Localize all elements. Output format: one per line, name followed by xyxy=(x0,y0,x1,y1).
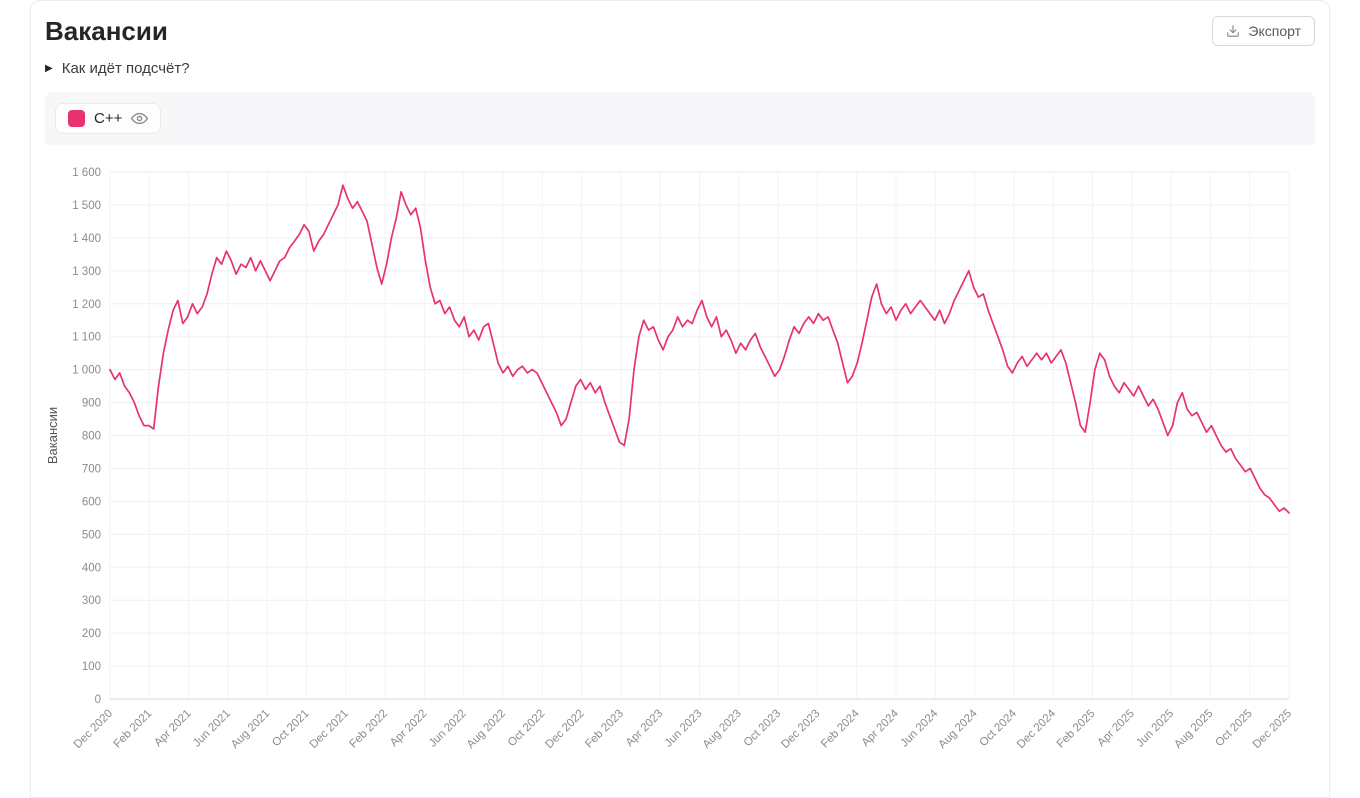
svg-text:Apr 2021: Apr 2021 xyxy=(152,708,193,749)
svg-text:Feb 2022: Feb 2022 xyxy=(347,708,390,751)
svg-text:Oct 2024: Oct 2024 xyxy=(978,707,1020,749)
svg-text:Jun 2023: Jun 2023 xyxy=(663,708,705,750)
svg-text:Aug 2022: Aug 2022 xyxy=(465,708,508,751)
svg-text:Jun 2021: Jun 2021 xyxy=(191,708,233,750)
svg-text:Feb 2025: Feb 2025 xyxy=(1055,708,1098,751)
svg-text:Jun 2022: Jun 2022 xyxy=(427,708,469,750)
svg-text:400: 400 xyxy=(82,562,101,574)
svg-text:Aug 2024: Aug 2024 xyxy=(936,707,980,751)
svg-text:300: 300 xyxy=(82,595,101,607)
page-title: Вакансии xyxy=(45,16,168,46)
export-button-label: Экспорт xyxy=(1248,23,1301,39)
how-counted-details: ▶ Как идёт подсчёт? xyxy=(45,60,1315,77)
svg-text:0: 0 xyxy=(95,694,101,706)
vacancies-page-card: Вакансии Экспорт ▶ Как идёт подсчёт? C++ xyxy=(30,0,1330,798)
svg-text:Feb 2021: Feb 2021 xyxy=(112,708,155,751)
svg-text:Oct 2023: Oct 2023 xyxy=(742,708,783,749)
svg-text:Apr 2023: Apr 2023 xyxy=(624,708,665,749)
svg-text:1 400: 1 400 xyxy=(72,233,101,245)
svg-text:Aug 2023: Aug 2023 xyxy=(701,708,744,751)
svg-text:Dec 2025: Dec 2025 xyxy=(1251,708,1294,751)
line-chart: Dec 2020 Feb 2021 Apr 2021 Jun 2021 Aug 2021… xyxy=(45,145,1315,779)
export-button[interactable]: Экспорт xyxy=(1212,16,1315,46)
eye-icon[interactable] xyxy=(131,110,149,127)
svg-text:Aug 2025: Aug 2025 xyxy=(1172,708,1215,751)
svg-text:Jun 2025: Jun 2025 xyxy=(1134,708,1176,750)
svg-text:Dec 2020: Dec 2020 xyxy=(72,708,115,751)
svg-text:800: 800 xyxy=(82,431,101,443)
legend-label: C++ xyxy=(94,110,123,127)
svg-text:Jun 2024: Jun 2024 xyxy=(898,707,940,749)
svg-text:Apr 2022: Apr 2022 xyxy=(388,708,429,749)
svg-text:1 200: 1 200 xyxy=(72,299,101,311)
svg-text:900: 900 xyxy=(82,398,101,410)
svg-text:Feb 2024: Feb 2024 xyxy=(819,707,862,750)
svg-text:Dec 2023: Dec 2023 xyxy=(779,708,822,751)
svg-text:Aug 2021: Aug 2021 xyxy=(229,708,272,751)
svg-text:Oct 2021: Oct 2021 xyxy=(270,708,311,749)
how-counted-summary-label: Как идёт подсчёт? xyxy=(61,60,190,77)
svg-text:200: 200 xyxy=(82,628,101,640)
chart-card: C++ Dec 2020 Feb 2021 Apr 2021 Jun 2021 Aug … xyxy=(45,92,1315,779)
svg-text:Feb 2023: Feb 2023 xyxy=(583,708,626,751)
svg-text:Dec 2024: Dec 2024 xyxy=(1015,707,1059,751)
series-color-swatch xyxy=(68,110,85,127)
chart-legend: C++ xyxy=(45,92,1315,145)
svg-text:Dec 2022: Dec 2022 xyxy=(543,708,586,751)
svg-text:1 000: 1 000 xyxy=(72,365,101,377)
svg-text:Apr 2025: Apr 2025 xyxy=(1095,708,1136,749)
svg-text:1 500: 1 500 xyxy=(72,200,101,212)
svg-text:500: 500 xyxy=(82,529,101,541)
legend-item-cpp[interactable]: C++ xyxy=(55,103,162,134)
svg-text:Dec 2021: Dec 2021 xyxy=(308,708,351,751)
svg-text:Apr 2024: Apr 2024 xyxy=(860,707,902,749)
svg-text:Вакансии: Вакансии xyxy=(45,407,60,464)
svg-text:1 600: 1 600 xyxy=(72,167,101,179)
svg-text:1 300: 1 300 xyxy=(72,266,101,278)
svg-text:600: 600 xyxy=(82,496,101,508)
svg-text:Oct 2025: Oct 2025 xyxy=(1213,708,1254,749)
page-header: Вакансии Экспорт xyxy=(45,15,1315,47)
how-counted-summary[interactable]: ▶ Как идёт подсчёт? xyxy=(45,60,1315,77)
download-icon xyxy=(1226,24,1240,38)
svg-text:700: 700 xyxy=(82,463,101,475)
svg-text:100: 100 xyxy=(82,661,101,673)
svg-text:Oct 2022: Oct 2022 xyxy=(506,708,547,749)
svg-text:1 100: 1 100 xyxy=(72,332,101,344)
caret-right-icon: ▶ xyxy=(45,62,53,74)
